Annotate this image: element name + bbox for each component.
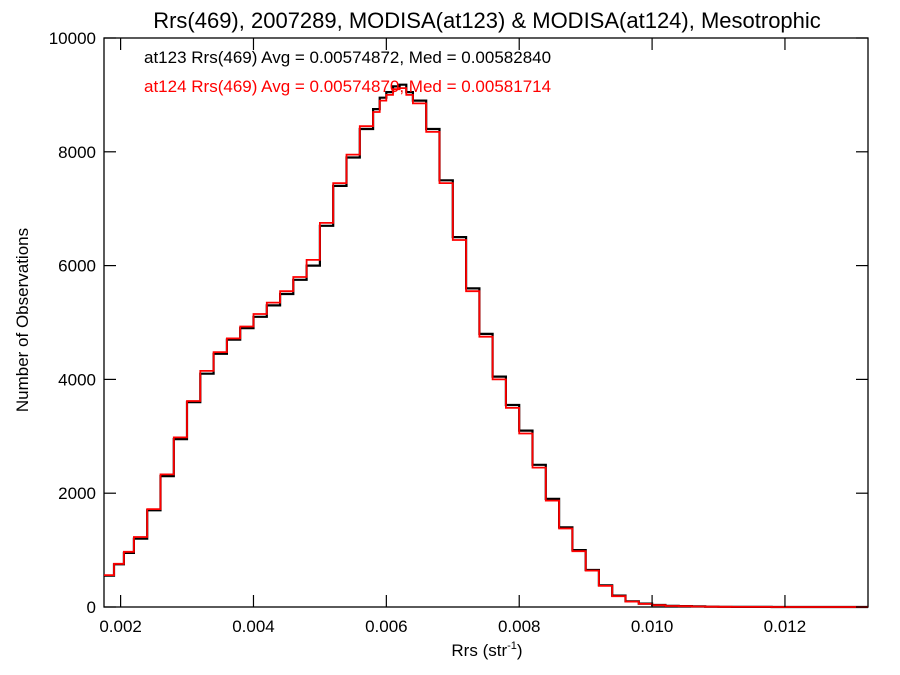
y-axis-label: Number of Observations <box>13 228 32 412</box>
x-tick-label: 0.006 <box>365 617 408 636</box>
plot-frame <box>103 37 869 608</box>
x-axis-label: Rrs (str-1) <box>451 640 522 660</box>
x-tick-label: 0.010 <box>631 617 674 636</box>
y-tick-label: 0 <box>87 598 96 617</box>
y-tick-label: 6000 <box>58 257 96 276</box>
y-tick-label: 4000 <box>58 370 96 389</box>
series-at123-line <box>104 83 868 609</box>
plot-area <box>103 37 869 608</box>
y-tick-label: 8000 <box>58 143 96 162</box>
annotation-at123: at123 Rrs(469) Avg = 0.00574872, Med = 0… <box>144 48 551 67</box>
series-group <box>104 83 868 609</box>
x-tick-label: 0.004 <box>232 617 275 636</box>
x-axis: 0.002 0.004 0.006 0.008 0.010 0.012 <box>99 38 806 636</box>
series-at124-line <box>104 87 868 608</box>
y-tick-label: 10000 <box>49 29 96 48</box>
chart-title: Rrs(469), 2007289, MODISA(at123) & MODIS… <box>153 8 821 33</box>
y-tick-label: 2000 <box>58 484 96 503</box>
x-tick-label: 0.008 <box>498 617 541 636</box>
x-tick-label: 0.002 <box>99 617 142 636</box>
y-axis: 0 2000 4000 6000 8000 10000 <box>49 29 868 617</box>
annotation-at124: at124 Rrs(469) Avg = 0.00574870, Med = 0… <box>144 77 551 96</box>
x-tick-label: 0.012 <box>764 617 807 636</box>
